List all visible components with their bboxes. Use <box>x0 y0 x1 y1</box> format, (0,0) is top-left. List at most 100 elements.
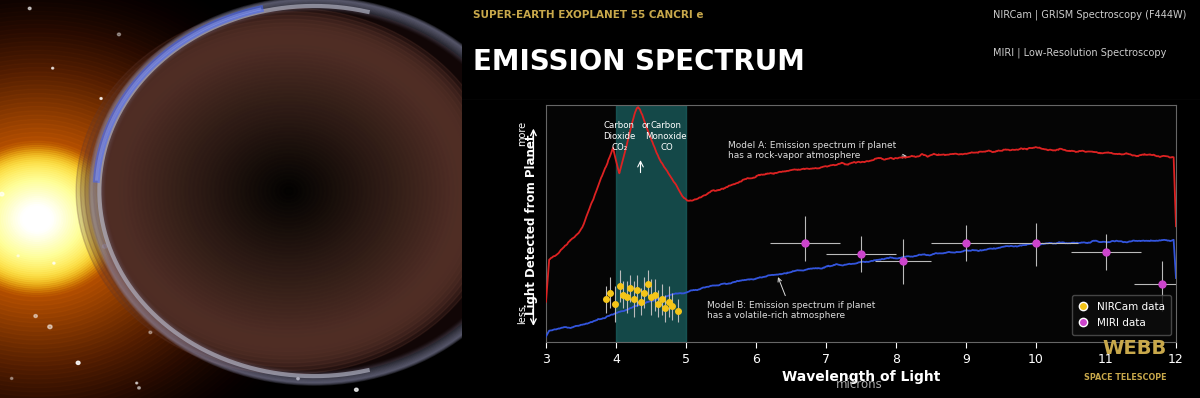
Circle shape <box>241 150 336 232</box>
Circle shape <box>260 185 263 187</box>
Circle shape <box>0 68 212 370</box>
Circle shape <box>30 213 44 225</box>
Circle shape <box>193 109 384 273</box>
Text: WEBB: WEBB <box>1102 339 1166 358</box>
Circle shape <box>1 188 72 250</box>
Circle shape <box>0 98 178 340</box>
Circle shape <box>0 143 125 295</box>
Circle shape <box>138 387 140 389</box>
Circle shape <box>155 75 424 307</box>
Circle shape <box>124 49 454 333</box>
Circle shape <box>263 82 266 84</box>
Circle shape <box>250 340 252 343</box>
Circle shape <box>233 140 235 142</box>
Circle shape <box>132 57 445 326</box>
Circle shape <box>0 80 198 357</box>
Circle shape <box>373 236 376 238</box>
Circle shape <box>13 199 61 239</box>
Circle shape <box>0 172 91 266</box>
Circle shape <box>76 8 502 374</box>
Circle shape <box>0 192 4 196</box>
Circle shape <box>252 71 254 73</box>
Circle shape <box>161 96 163 99</box>
Circle shape <box>450 221 452 224</box>
Circle shape <box>0 168 96 270</box>
Circle shape <box>0 137 132 301</box>
Circle shape <box>0 174 89 264</box>
Circle shape <box>0 106 168 332</box>
Circle shape <box>52 67 54 69</box>
Circle shape <box>223 135 354 247</box>
Circle shape <box>0 180 82 258</box>
Circle shape <box>89 19 488 363</box>
Circle shape <box>176 94 402 288</box>
Circle shape <box>0 176 88 262</box>
Circle shape <box>173 226 176 229</box>
Circle shape <box>0 186 74 252</box>
Circle shape <box>136 382 138 384</box>
Circle shape <box>185 101 392 281</box>
Circle shape <box>8 194 65 244</box>
Circle shape <box>167 86 410 296</box>
Circle shape <box>0 141 127 297</box>
Circle shape <box>0 145 122 293</box>
Circle shape <box>0 124 148 314</box>
Circle shape <box>163 83 414 299</box>
Circle shape <box>188 105 389 277</box>
Circle shape <box>120 45 458 337</box>
Circle shape <box>0 166 98 272</box>
Circle shape <box>32 215 42 223</box>
Circle shape <box>256 172 259 174</box>
Circle shape <box>172 90 406 292</box>
Circle shape <box>0 111 162 327</box>
Circle shape <box>102 244 107 248</box>
Circle shape <box>32 215 42 223</box>
Circle shape <box>149 331 152 334</box>
Text: or: or <box>641 121 649 130</box>
Circle shape <box>245 154 332 228</box>
Circle shape <box>275 37 277 40</box>
Circle shape <box>215 127 362 255</box>
Circle shape <box>222 61 224 63</box>
Circle shape <box>180 98 397 285</box>
Circle shape <box>175 294 180 297</box>
Circle shape <box>85 16 492 367</box>
Circle shape <box>0 128 143 310</box>
Circle shape <box>118 33 120 36</box>
Circle shape <box>0 154 113 284</box>
Circle shape <box>277 86 281 89</box>
Circle shape <box>301 77 305 79</box>
Text: Light Detected from Planet: Light Detected from Planet <box>524 135 538 315</box>
Circle shape <box>0 150 118 288</box>
Circle shape <box>0 148 120 290</box>
Circle shape <box>354 388 358 391</box>
Circle shape <box>0 89 187 349</box>
Circle shape <box>77 361 80 365</box>
Circle shape <box>137 60 440 322</box>
Circle shape <box>158 79 419 303</box>
Circle shape <box>0 160 106 278</box>
Circle shape <box>0 180 82 258</box>
Circle shape <box>28 211 47 227</box>
Circle shape <box>374 84 377 87</box>
Circle shape <box>0 150 118 288</box>
Circle shape <box>331 280 336 284</box>
Circle shape <box>228 139 349 243</box>
Text: Model B: Emission spectrum if planet
has a volatile-rich atmosphere: Model B: Emission spectrum if planet has… <box>707 278 875 320</box>
Text: microns: microns <box>836 378 882 391</box>
Circle shape <box>269 115 271 117</box>
Text: less: less <box>517 305 528 324</box>
Circle shape <box>260 162 263 164</box>
Text: NIRCam | GRISM Spectroscopy (F444W): NIRCam | GRISM Spectroscopy (F444W) <box>994 10 1187 20</box>
Circle shape <box>0 76 203 362</box>
Circle shape <box>229 308 232 310</box>
Circle shape <box>389 182 392 185</box>
Circle shape <box>80 12 497 371</box>
Circle shape <box>102 8 527 374</box>
Circle shape <box>284 187 293 195</box>
Circle shape <box>202 116 376 266</box>
Circle shape <box>319 355 322 358</box>
Circle shape <box>343 175 346 178</box>
Text: Carbon
Dioxide
CO₂: Carbon Dioxide CO₂ <box>604 121 636 152</box>
Circle shape <box>35 217 40 221</box>
